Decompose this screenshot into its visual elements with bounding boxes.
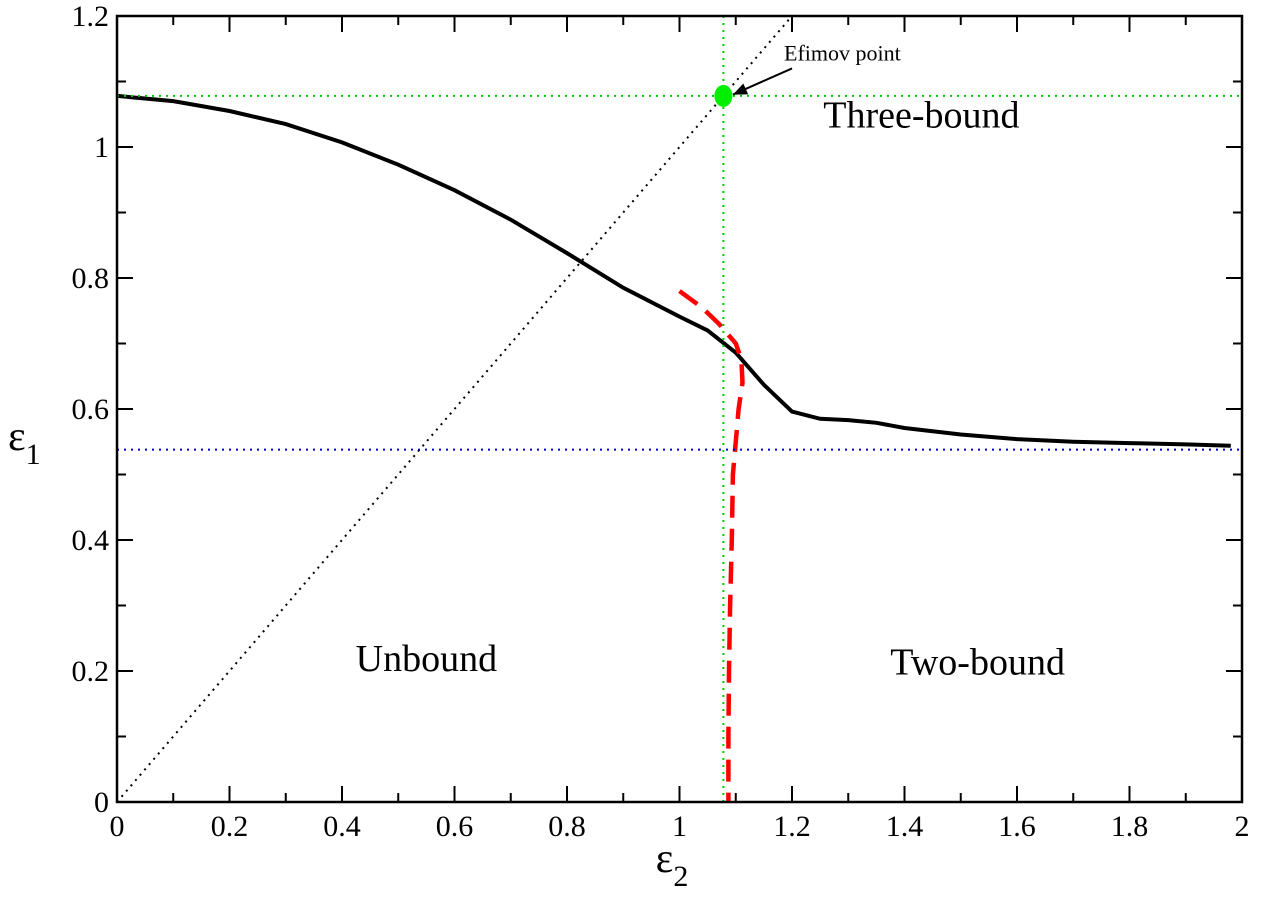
annotation-arrow-head [732,83,749,95]
y-tick-label: 1 [94,131,109,164]
series-solid-boundary [117,93,1231,448]
y-tick-label: 0.2 [72,655,110,688]
x-tick-label: 0 [110,810,125,843]
x-tick-label: 0.2 [211,810,249,843]
x-tick-label: 1.8 [1111,810,1149,843]
plot-lines [117,16,1242,802]
x-axis-label: ε2 [656,836,689,893]
y-tick-label: 1.2 [72,0,110,33]
x-tick-label: 0.8 [548,810,586,843]
x-tick-label: 0.6 [436,810,474,843]
y-tick-label: 0.8 [72,262,110,295]
axis-ticks [116,15,1243,803]
x-tick-label: 0.4 [323,810,361,843]
x-tick-label: 1 [672,810,687,843]
region-label: Unbound [356,638,497,680]
efimov-point-marker [714,84,733,107]
region-label: Two-bound [890,641,1065,683]
series-dashed-boundary [678,289,745,802]
efimov-point-label: Efimov point [784,40,901,65]
plot-frame [115,14,1244,804]
x-tick-label: 1.6 [998,810,1036,843]
y-tick-label: 0 [94,786,109,819]
x-tick-label: 2 [1235,810,1250,843]
y-tick-label: 0.6 [72,393,110,426]
region-label: Three-bound [823,94,1019,136]
y-axis-label: ε1 [8,414,41,471]
series-dotted-line-2 [117,16,793,802]
annotations: Efimov point [732,40,901,96]
y-tick-label: 0.4 [72,524,110,557]
x-tick-label: 1.4 [886,810,924,843]
x-tick-label: 1.2 [773,810,811,843]
tick-labels: 0 0.2 0.4 0.6 0.8 1 1.2 1.4 1.6 1.8 2 0 0.2 0.4 0.6 0.8… [72,0,1250,843]
region-labels: Three-bound Unbound Two-bound [356,94,1065,683]
